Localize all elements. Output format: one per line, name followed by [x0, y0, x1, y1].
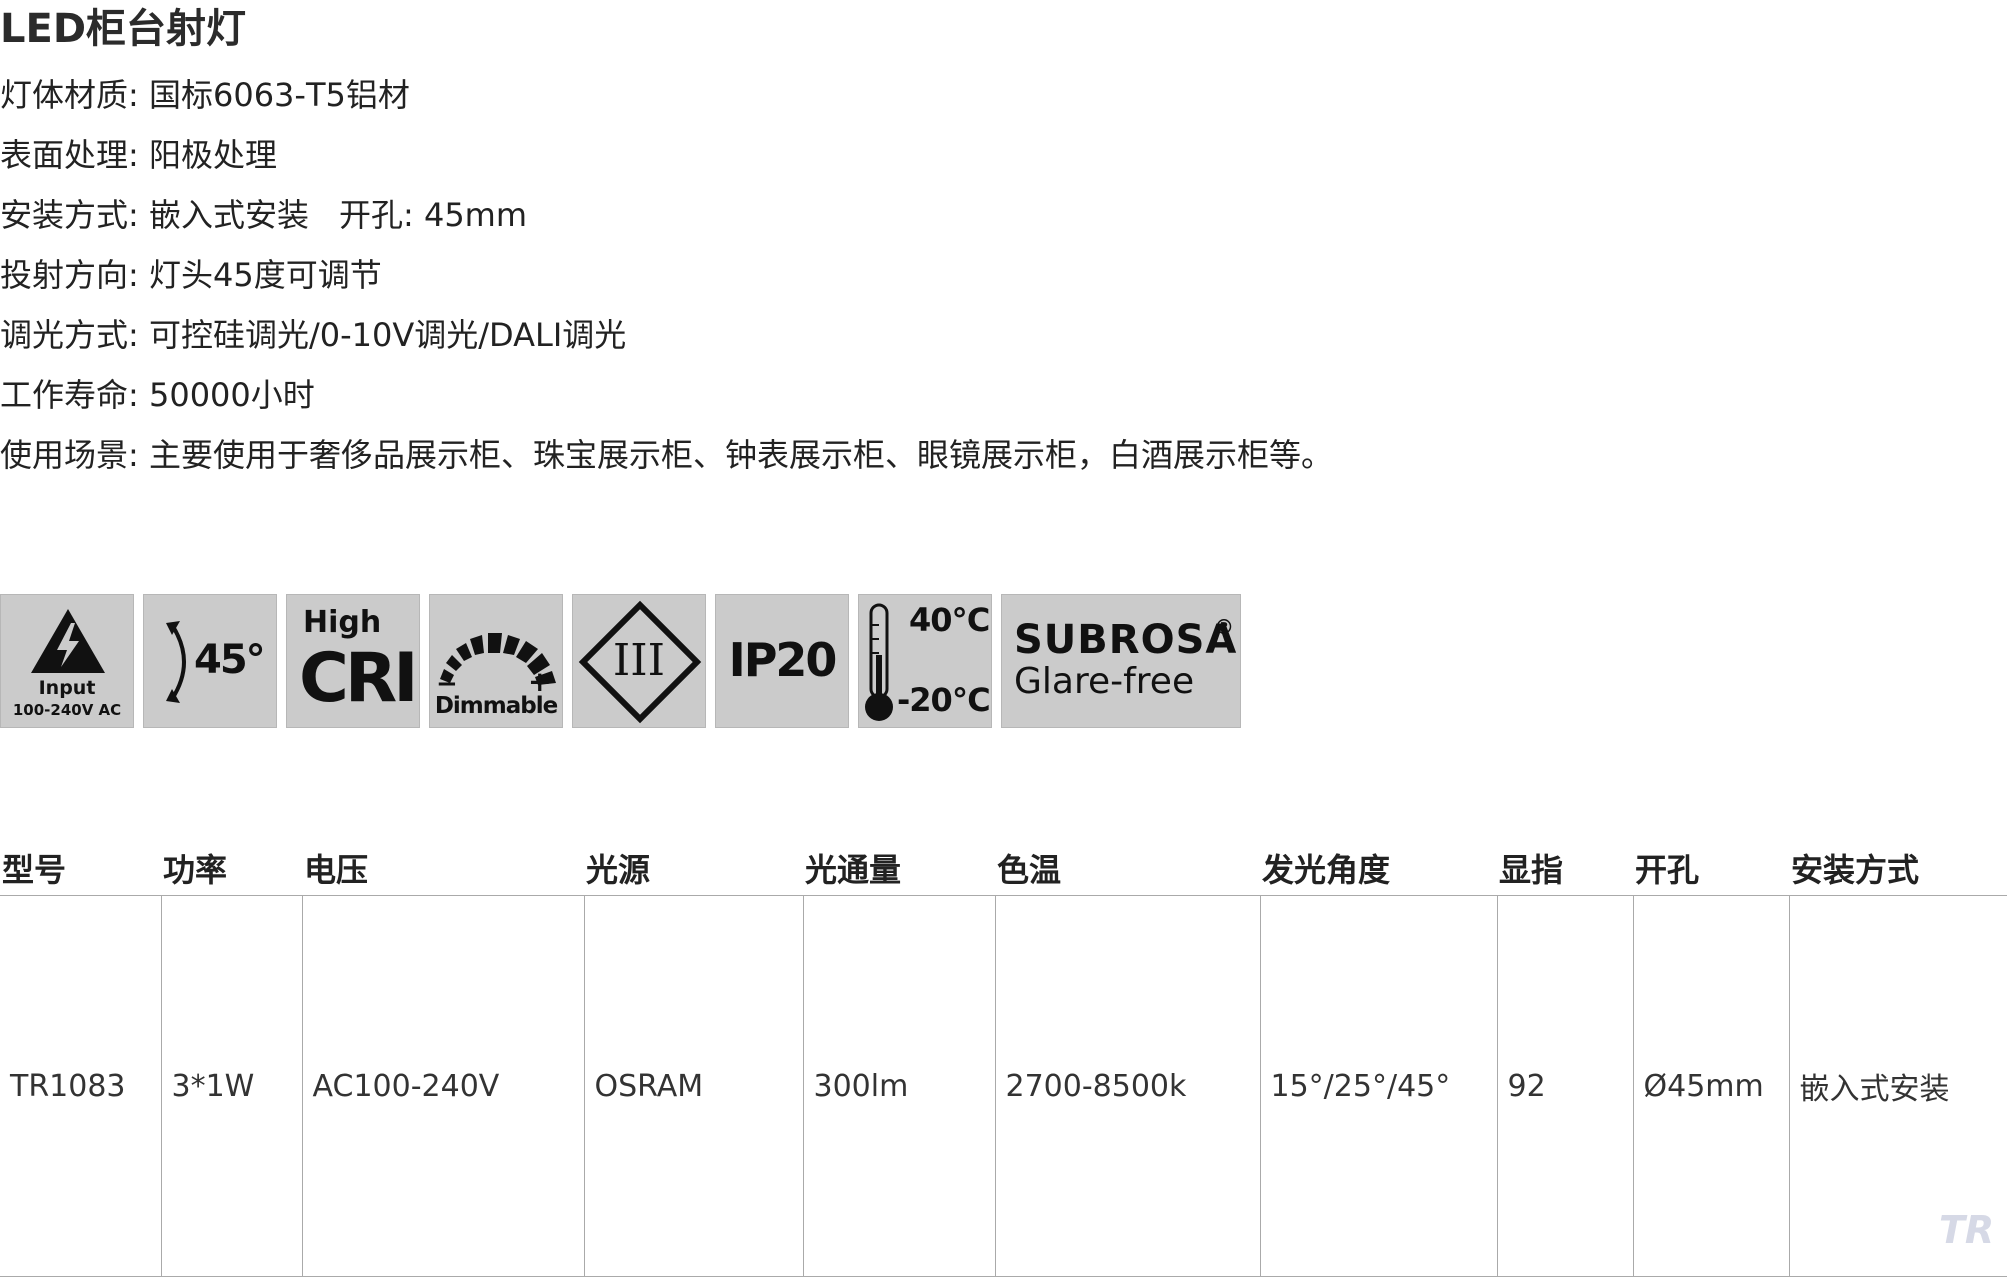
dimmable-label: Dimmable	[434, 693, 558, 719]
spec-label: 调光方式:	[0, 316, 139, 354]
subrosa-label: SUBROSA	[1014, 617, 1238, 663]
spec-value: 嵌入式安装	[148, 196, 309, 234]
header-cutout: 开孔	[1635, 850, 1700, 889]
header-installation: 安装方式	[1791, 850, 1920, 889]
spec-value: 主要使用于奢侈品展示柜、珠宝展示柜、钟表展示柜、眼镜展示柜，白酒展示柜等。	[148, 436, 1333, 474]
temperature-low: -20℃	[897, 681, 991, 719]
dimmer-plus: +	[528, 665, 552, 698]
cell-cutout: Ø45mm	[1632, 895, 1790, 1277]
high-voltage-icon	[31, 609, 105, 673]
spec-item-install: 安装方式: 嵌入式安装 开孔: 45mm	[0, 190, 1333, 250]
subrosa-badge: SUBROSA ® Glare-free	[1001, 594, 1241, 728]
safety-class-diamond-icon	[578, 600, 702, 724]
spec-table: 型号 功率 电压 光源 光通量 色温 发光角度 显指 开孔 安装方式 TR108…	[0, 840, 2007, 1277]
cell-voltage: AC100-240V	[301, 895, 585, 1277]
watermark-text: TRi	[1939, 1208, 1995, 1251]
watermark-logo: TRi	[1939, 1208, 1995, 1251]
cell-power: 3*1W	[160, 895, 303, 1277]
cell-model: TR1083	[0, 895, 162, 1277]
spec-value: 国标6063-T5铝材	[148, 76, 410, 114]
spec-item-direction: 投射方向: 灯头45度可调节	[0, 250, 1333, 310]
temperature-high: 40℃	[909, 601, 990, 639]
class-three-label: III	[612, 635, 666, 686]
cell-installation: 嵌入式安装	[1788, 895, 2007, 1277]
cri-high-label: High	[303, 605, 382, 640]
spec-item-dimming: 调光方式: 可控硅调光/0-10V调光/DALI调光	[0, 310, 1333, 370]
cri-badge: High CRI	[286, 594, 420, 728]
thermometer-icon	[865, 603, 893, 721]
dimmer-minus: −	[436, 669, 458, 699]
cell-light-source: OSRAM	[583, 895, 804, 1277]
header-color-temp: 色温	[997, 850, 1062, 889]
spec-extra-label: 开孔:	[338, 196, 414, 234]
temperature-badge: 40℃ -20℃	[858, 594, 992, 728]
spec-value: 灯头45度可调节	[148, 256, 382, 294]
dimmable-badge: − + Dimmable	[429, 594, 563, 728]
input-label: Input	[38, 677, 96, 699]
ip-rating-badge: IP20	[715, 594, 849, 728]
spec-label: 工作寿命:	[0, 376, 139, 414]
spec-list: 灯体材质: 国标6063-T5铝材 表面处理: 阳极处理 安装方式: 嵌入式安装…	[0, 70, 1333, 490]
rotate-arc-icon	[166, 621, 186, 703]
class-three-badge: III	[572, 594, 706, 728]
table-row: TR1083 3*1W AC100-240V OSRAM 300lm 2700-…	[0, 895, 2007, 1277]
angle-value: 45°	[194, 637, 266, 683]
page-title: LED柜台射灯	[0, 6, 247, 52]
header-light-source: 光源	[586, 850, 651, 889]
spec-value: 可控硅调光/0-10V调光/DALI调光	[148, 316, 627, 354]
spec-item-lifetime: 工作寿命: 50000小时	[0, 370, 1333, 430]
cell-luminous-flux: 300lm	[802, 895, 996, 1277]
spec-value: 50000小时	[148, 376, 315, 414]
dimmer-rays-icon	[440, 633, 556, 685]
spec-label: 灯体材质:	[0, 76, 139, 114]
header-beam-angle: 发光角度	[1262, 850, 1391, 889]
spec-item-surface: 表面处理: 阳极处理	[0, 130, 1333, 190]
spec-item-usage: 使用场景: 主要使用于奢侈品展示柜、珠宝展示柜、钟表展示柜、眼镜展示柜，白酒展示…	[0, 430, 1333, 490]
input-voltage-badge: Input 100-240V AC	[0, 594, 134, 728]
spec-extra-value: 45mm	[423, 196, 528, 234]
header-power: 功率	[163, 850, 228, 889]
spec-item-material: 灯体材质: 国标6063-T5铝材	[0, 70, 1333, 130]
spec-label: 使用场景:	[0, 436, 139, 474]
header-voltage: 电压	[304, 850, 369, 889]
table-header-row: 型号 功率 电压 光源 光通量 色温 发光角度 显指 开孔 安装方式	[0, 840, 2007, 896]
ip-rating-label: IP20	[728, 633, 838, 687]
angle-badge: 45°	[143, 594, 277, 728]
input-voltage-value: 100-240V AC	[12, 701, 122, 719]
spec-label: 安装方式:	[0, 196, 139, 234]
header-model: 型号	[2, 850, 67, 889]
spec-value: 阳极处理	[148, 136, 277, 174]
spec-label: 投射方向:	[0, 256, 139, 294]
cri-label: CRI	[299, 639, 419, 718]
cell-cri: 92	[1496, 895, 1634, 1277]
registered-mark: ®	[1214, 615, 1234, 639]
spec-label: 表面处理:	[0, 136, 139, 174]
cell-color-temp: 2700-8500k	[994, 895, 1261, 1277]
header-luminous-flux: 光通量	[805, 850, 902, 889]
glare-free-label: Glare-free	[1014, 661, 1195, 702]
header-cri: 显指	[1499, 850, 1564, 889]
cell-beam-angle: 15°/25°/45°	[1259, 895, 1498, 1277]
